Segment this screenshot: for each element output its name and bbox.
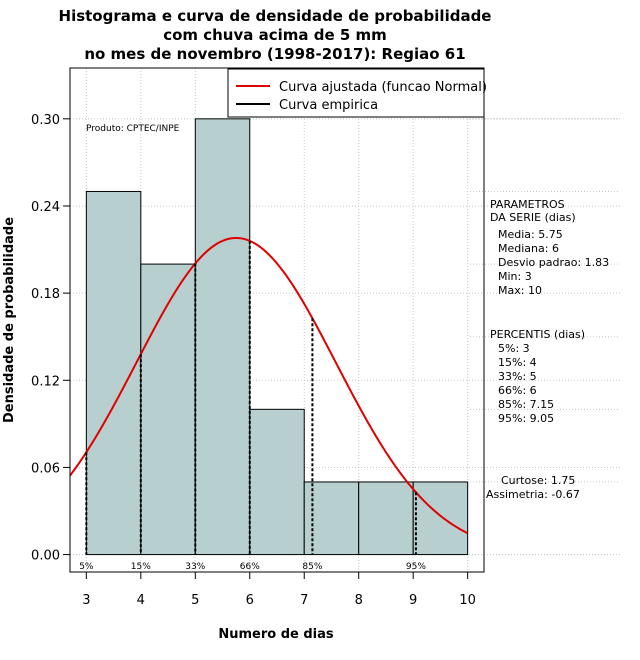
bar-8-9 xyxy=(358,481,414,556)
title-line-2: com chuva acima de 5 mm xyxy=(163,26,387,44)
plot-frame xyxy=(69,67,485,573)
annotation-produto: Produto: CPTEC/INPE xyxy=(86,124,180,134)
param-item: Mediana: 6 xyxy=(498,242,559,255)
y-tick-label: 0.30 xyxy=(31,113,60,128)
bar-3-4 xyxy=(85,190,142,556)
x-tick-label: 8 xyxy=(355,593,363,608)
percentile-label-5: 5% xyxy=(79,562,94,572)
percentile-item: 95%: 9.05 xyxy=(498,412,554,425)
x-tick-label: 10 xyxy=(459,593,476,608)
params-subheading: DA SERIE (dias) xyxy=(490,211,576,224)
x-tick-label: 6 xyxy=(246,593,254,608)
title-line-1: Histograma e curva de densidade de proba… xyxy=(59,7,492,25)
percentile-label-33: 33% xyxy=(185,562,205,572)
legend-box xyxy=(227,68,485,118)
bar-6-7 xyxy=(249,408,305,556)
percentiles-heading: PERCENTIS (dias) xyxy=(490,328,585,341)
percentile-item: 15%: 4 xyxy=(498,356,537,369)
percentile-item: 85%: 7.15 xyxy=(498,398,554,411)
percentile-item: 5%: 3 xyxy=(498,342,530,355)
params-heading: PARAMETROS xyxy=(490,198,565,211)
x-tick-label: 5 xyxy=(191,593,199,608)
y-tick-label: 0.12 xyxy=(31,374,60,389)
y-tick-label: 0.00 xyxy=(31,549,60,564)
bar-4-5 xyxy=(140,263,196,556)
normal-curve-line xyxy=(69,236,469,535)
param-item: Desvio padrao: 1.83 xyxy=(498,256,609,269)
legend: Curva ajustada (funcao Normal) Curva empi… xyxy=(227,68,487,118)
percentile-label-95: 95% xyxy=(406,562,426,572)
x-tick-label: 4 xyxy=(137,593,145,608)
bar-9-10 xyxy=(412,481,469,556)
percentile-item: 66%: 6 xyxy=(498,384,537,397)
chart-title: Histograma e curva de densidade de proba… xyxy=(59,7,492,63)
bar-5-6 xyxy=(194,118,251,556)
legend-label-curve: Curva ajustada (funcao Normal) xyxy=(279,80,487,95)
title-line-3: no mes de novembro (1998-2017): Regiao 6… xyxy=(84,45,465,63)
legend-label-empirical: Curva empirica xyxy=(279,98,378,113)
x-axis-label: Numero de dias xyxy=(218,627,334,642)
y-tick-label: 0.06 xyxy=(31,461,60,476)
histogram-bars xyxy=(85,118,469,556)
param-item: Media: 5.75 xyxy=(498,228,563,241)
percentile-item: 33%: 5 xyxy=(498,370,537,383)
axes: 3 4 5 6 7 8 9 10 0.00 0.06 0.12 0.18 0.24 0.30 Numero … xyxy=(2,113,476,642)
percentile-lines: 5% 15% 33% 66% 85% 95% xyxy=(79,240,426,572)
x-tick-label: 3 xyxy=(82,593,90,608)
param-item: Max: 10 xyxy=(498,284,542,297)
x-tick-label: 9 xyxy=(409,593,417,608)
x-tick-label: 7 xyxy=(300,593,308,608)
percentile-label-85: 85% xyxy=(302,562,322,572)
shape-assimetria: Assimetria: -0.67 xyxy=(486,488,580,501)
normal-curve xyxy=(69,236,469,535)
y-axis-label: Densidade de probabilidade xyxy=(2,217,17,423)
y-tick-label: 0.18 xyxy=(31,287,60,302)
param-item: Min: 3 xyxy=(498,270,532,283)
shape-curtose: Curtose: 1.75 xyxy=(501,474,575,487)
plot-border xyxy=(69,67,485,573)
percentile-label-15: 15% xyxy=(131,562,151,572)
percentile-label-66: 66% xyxy=(240,562,260,572)
y-tick-label: 0.24 xyxy=(31,200,60,215)
